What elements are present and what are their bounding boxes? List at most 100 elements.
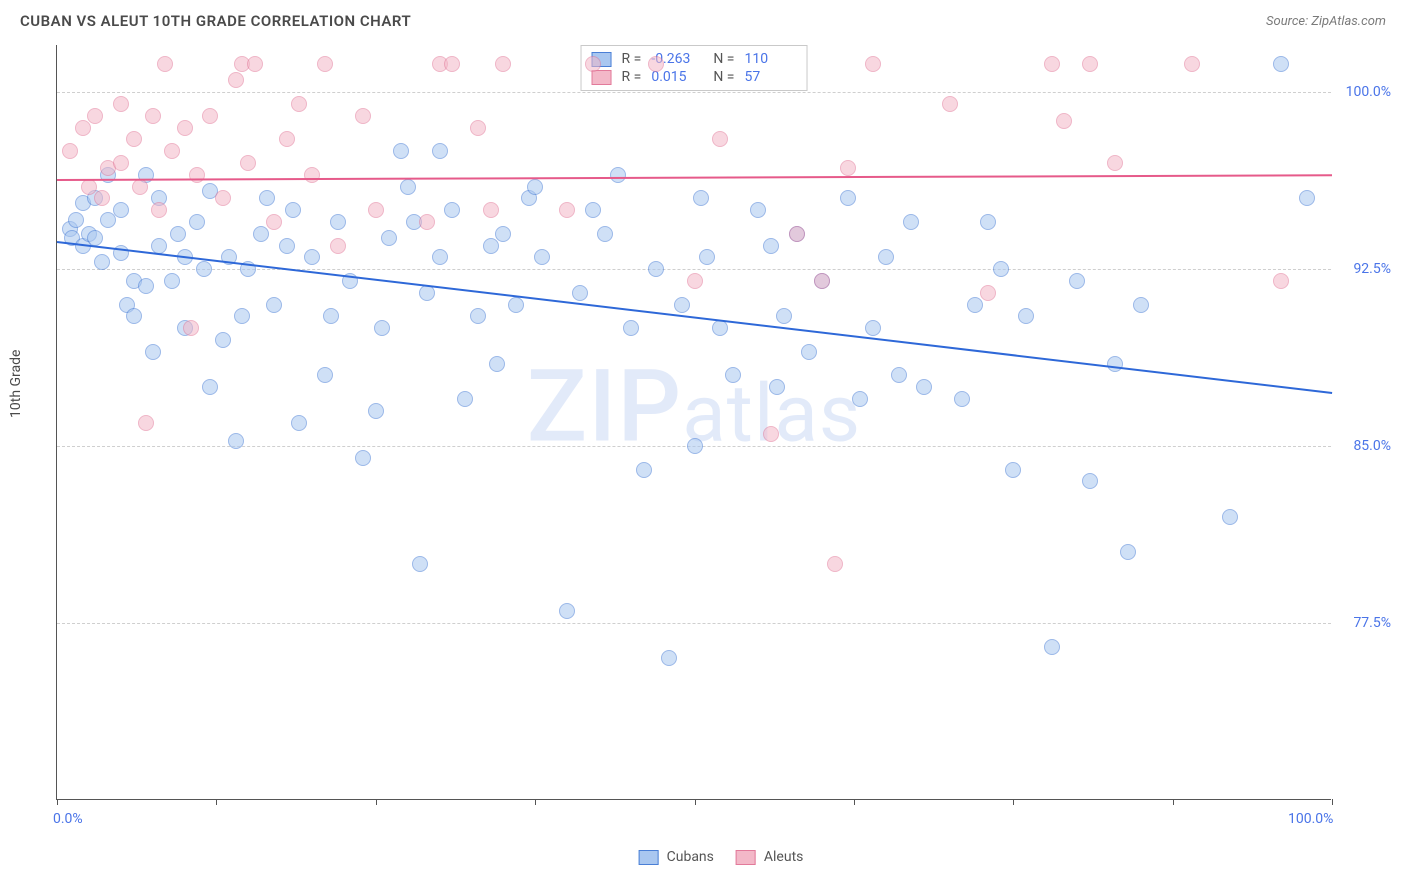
- data-point: [126, 131, 142, 147]
- data-point: [266, 214, 282, 230]
- data-point: [967, 297, 983, 313]
- data-point: [725, 367, 741, 383]
- data-point: [94, 190, 110, 206]
- data-point: [585, 56, 601, 72]
- n-value: 110: [744, 51, 796, 67]
- data-point: [157, 56, 173, 72]
- n-label: N =: [713, 51, 734, 67]
- data-point: [597, 226, 613, 242]
- data-point: [559, 202, 575, 218]
- data-point: [202, 108, 218, 124]
- data-point: [113, 202, 129, 218]
- data-point: [776, 308, 792, 324]
- x-tick: [1332, 799, 1333, 805]
- data-point: [164, 273, 180, 289]
- data-point: [151, 202, 167, 218]
- data-point: [508, 297, 524, 313]
- r-value: 0.015: [651, 69, 703, 85]
- data-point: [712, 131, 728, 147]
- data-point: [610, 167, 626, 183]
- data-point: [75, 120, 91, 136]
- data-point: [444, 202, 460, 218]
- data-point: [164, 143, 180, 159]
- data-point: [323, 308, 339, 324]
- data-point: [247, 56, 263, 72]
- data-point: [196, 261, 212, 277]
- data-point: [1044, 56, 1060, 72]
- data-point: [572, 285, 588, 301]
- data-point: [712, 320, 728, 336]
- data-point: [1005, 462, 1021, 478]
- data-point: [145, 108, 161, 124]
- data-point: [368, 403, 384, 419]
- data-point: [126, 308, 142, 324]
- chart-container: 10th Grade ZIPatlas R =-0.263N =110R =0.…: [56, 45, 1386, 835]
- legend-label: Cubans: [667, 849, 714, 865]
- data-point: [132, 179, 148, 195]
- data-point: [62, 143, 78, 159]
- data-point: [1299, 190, 1315, 206]
- n-label: N =: [713, 69, 734, 85]
- data-point: [234, 308, 250, 324]
- data-point: [444, 56, 460, 72]
- data-point: [623, 320, 639, 336]
- data-point: [891, 367, 907, 383]
- data-point: [202, 379, 218, 395]
- x-tick: [376, 799, 377, 805]
- data-point: [368, 202, 384, 218]
- data-point: [483, 238, 499, 254]
- data-point: [381, 230, 397, 246]
- data-point: [1133, 297, 1149, 313]
- data-point: [954, 391, 970, 407]
- x-tick: [535, 799, 536, 805]
- data-point: [942, 96, 958, 112]
- data-point: [291, 415, 307, 431]
- data-point: [648, 261, 664, 277]
- data-point: [1082, 473, 1098, 489]
- data-point: [648, 56, 664, 72]
- data-point: [317, 56, 333, 72]
- data-point: [1056, 113, 1072, 129]
- y-tick-label: 100.0%: [1336, 84, 1391, 100]
- x-tick: [216, 799, 217, 805]
- data-point: [1273, 273, 1289, 289]
- legend-row: R =0.015N =57: [592, 68, 797, 86]
- chart-title: CUBAN VS ALEUT 10TH GRADE CORRELATION CH…: [20, 12, 411, 30]
- data-point: [177, 120, 193, 136]
- data-point: [291, 96, 307, 112]
- data-point: [253, 226, 269, 242]
- data-point: [138, 415, 154, 431]
- data-point: [304, 249, 320, 265]
- y-axis-label: 10th Grade: [8, 350, 24, 418]
- legend-label: Aleuts: [764, 849, 803, 865]
- data-point: [304, 167, 320, 183]
- data-point: [687, 438, 703, 454]
- data-point: [693, 190, 709, 206]
- n-value: 57: [744, 69, 796, 85]
- data-point: [259, 190, 275, 206]
- data-point: [215, 332, 231, 348]
- data-point: [865, 56, 881, 72]
- data-point: [814, 273, 830, 289]
- data-point: [432, 249, 448, 265]
- data-point: [483, 202, 499, 218]
- x-tick: [57, 799, 58, 805]
- legend-item: Aleuts: [736, 849, 803, 865]
- data-point: [852, 391, 868, 407]
- y-tick-label: 85.0%: [1336, 438, 1391, 454]
- x-tick: [1173, 799, 1174, 805]
- data-point: [87, 108, 103, 124]
- legend-row: R =-0.263N =110: [592, 50, 797, 68]
- data-point: [412, 556, 428, 572]
- y-tick-label: 77.5%: [1336, 615, 1391, 631]
- data-point: [789, 226, 805, 242]
- gridline-h: [57, 92, 1331, 93]
- x-tick: [854, 799, 855, 805]
- data-point: [827, 556, 843, 572]
- source-label: Source: ZipAtlas.com: [1266, 14, 1386, 29]
- plot-area: ZIPatlas R =-0.263N =110R =0.015N =57 10…: [56, 45, 1331, 800]
- data-point: [661, 650, 677, 666]
- data-point: [699, 249, 715, 265]
- data-point: [228, 72, 244, 88]
- data-point: [1018, 308, 1034, 324]
